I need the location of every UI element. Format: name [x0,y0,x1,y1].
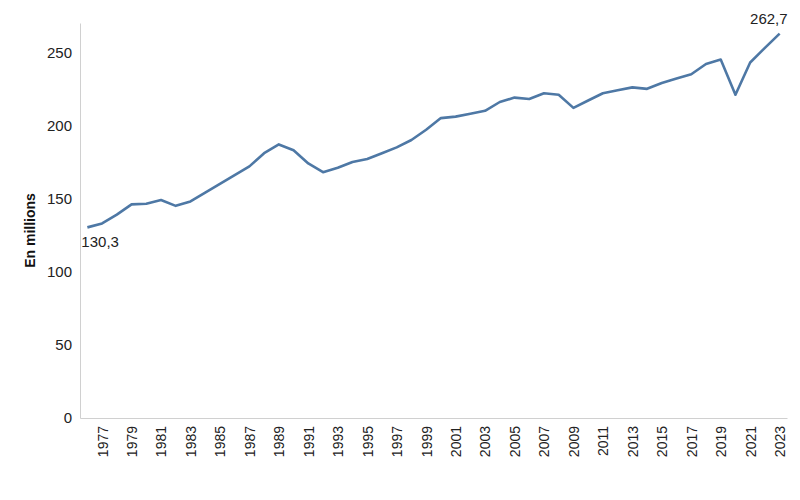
y-axis-line [80,24,81,419]
x-tick-label: 1997 [389,426,405,457]
x-tick: 1993 [330,418,346,457]
y-tick-label: 200 [47,117,72,134]
x-tick-label: 1979 [124,426,140,457]
y-tick-label: 250 [47,44,72,61]
plot-area [87,34,779,228]
x-tick-label: 2009 [566,426,582,457]
x-tick: 1997 [389,418,405,457]
y-tick: 150 [47,190,80,207]
x-tick: 2005 [507,418,523,457]
x-tick: 1981 [153,418,169,457]
y-tick-label: 150 [47,190,72,207]
x-tick-label: 2023 [772,426,788,457]
x-tick-label: 1983 [183,426,199,457]
x-tick: 1987 [242,418,258,457]
x-tick: 1983 [183,418,199,457]
x-tick: 2003 [477,418,493,457]
y-tick-label: 100 [47,263,72,280]
x-tick-label: 2019 [713,426,729,457]
x-tick-label: 1987 [242,426,258,457]
x-tick: 1977 [94,418,110,457]
series-line [87,34,779,228]
y-tick-label: 50 [55,336,72,353]
x-tick-label: 1993 [330,426,346,457]
x-tick-label: 1985 [212,426,228,457]
y-tick: 50 [55,336,80,353]
x-tick: 1985 [212,418,228,457]
annotation: 262,7 [750,10,788,27]
x-tick-label: 1999 [419,426,435,457]
x-tick: 2017 [684,418,700,457]
x-tick-label: 1981 [153,426,169,457]
x-axis: 1977 1979 1981 1983 1985 1987 1989 1991 1993 1995… [81,418,789,457]
x-tick: 1991 [301,418,317,457]
x-tick-label: 2001 [448,426,464,457]
x-tick: 2013 [625,418,641,457]
y-axis: 0 50 100 150 200 250 [47,24,81,427]
x-tick: 2007 [536,418,552,457]
chart: 0501001502002501977197919811983198519871… [0,0,800,500]
x-tick: 2011 [595,418,611,456]
y-axis-title: En millions [22,193,38,268]
x-tick: 1979 [124,418,140,457]
x-tick: 1995 [360,418,376,457]
y-tick: 100 [47,263,80,280]
x-tick: 1999 [419,418,435,457]
annotation: 130,3 [81,233,119,250]
x-tick-label: 2021 [743,426,759,457]
y-tick-label: 0 [64,409,72,426]
x-tick-label: 2011 [595,426,611,456]
x-tick-label: 2017 [684,426,700,457]
x-tick: 2001 [448,418,464,457]
x-tick-label: 1991 [301,426,317,457]
x-tick-label: 1989 [271,426,287,457]
x-tick-label: 2013 [625,426,641,457]
x-tick-label: 2003 [477,426,493,457]
y-tick: 0 [64,409,80,426]
x-tick-label: 1995 [360,426,376,457]
x-axis-line [81,418,788,419]
x-tick-label: 1977 [94,426,110,457]
x-tick-label: 2015 [654,426,670,457]
x-tick: 2009 [566,418,582,457]
x-tick: 2023 [772,418,788,457]
x-tick: 2021 [743,418,759,457]
x-tick-label: 2005 [507,426,523,457]
y-tick: 250 [47,44,80,61]
x-tick: 2019 [713,418,729,457]
x-tick: 1989 [271,418,287,457]
y-tick: 200 [47,117,80,134]
x-tick-label: 2007 [536,426,552,457]
x-tick: 2015 [654,418,670,457]
